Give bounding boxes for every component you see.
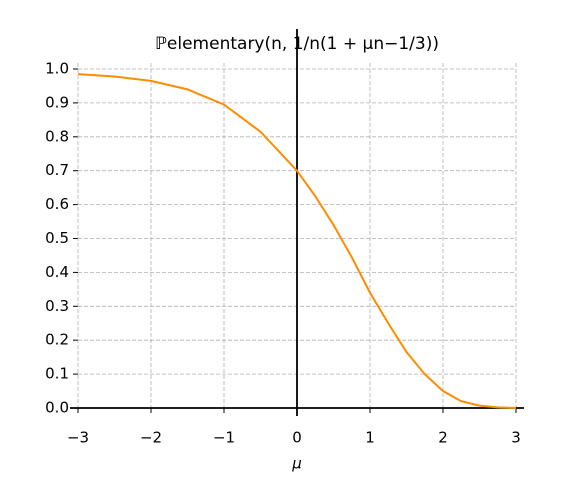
y-tick-label: 0.2	[45, 331, 69, 349]
y-tick-label: 0.1	[45, 365, 69, 383]
x-tick-label: 1	[365, 429, 375, 447]
y-tick-label: 0.5	[45, 229, 69, 247]
y-tick-label: 0.0	[45, 399, 69, 417]
x-tick-label: −1	[213, 429, 235, 447]
x-tick-label: −3	[67, 429, 89, 447]
x-tick-label: −2	[140, 429, 162, 447]
y-tick-label: 0.7	[45, 161, 69, 179]
y-tick-label: 1.0	[45, 60, 69, 78]
y-tick-label: 0.4	[45, 263, 69, 281]
x-axis-label: μ	[291, 455, 302, 473]
y-tick-label: 0.8	[45, 127, 69, 145]
y-tick-label: 0.9	[45, 93, 69, 111]
x-tick-label: 2	[438, 429, 448, 447]
data-line	[77, 73, 517, 409]
x-tick-label: 0	[292, 429, 302, 447]
y-tick-label: 0.3	[45, 297, 69, 315]
y-tick-label: 0.6	[45, 195, 69, 213]
x-tick-label: 3	[511, 429, 521, 447]
